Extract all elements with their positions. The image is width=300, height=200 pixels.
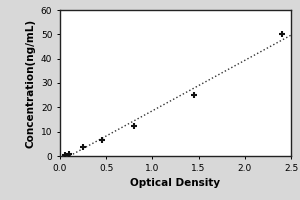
Y-axis label: Concentration(ng/mL): Concentration(ng/mL) [25,18,35,148]
X-axis label: Optical Density: Optical Density [130,178,220,188]
